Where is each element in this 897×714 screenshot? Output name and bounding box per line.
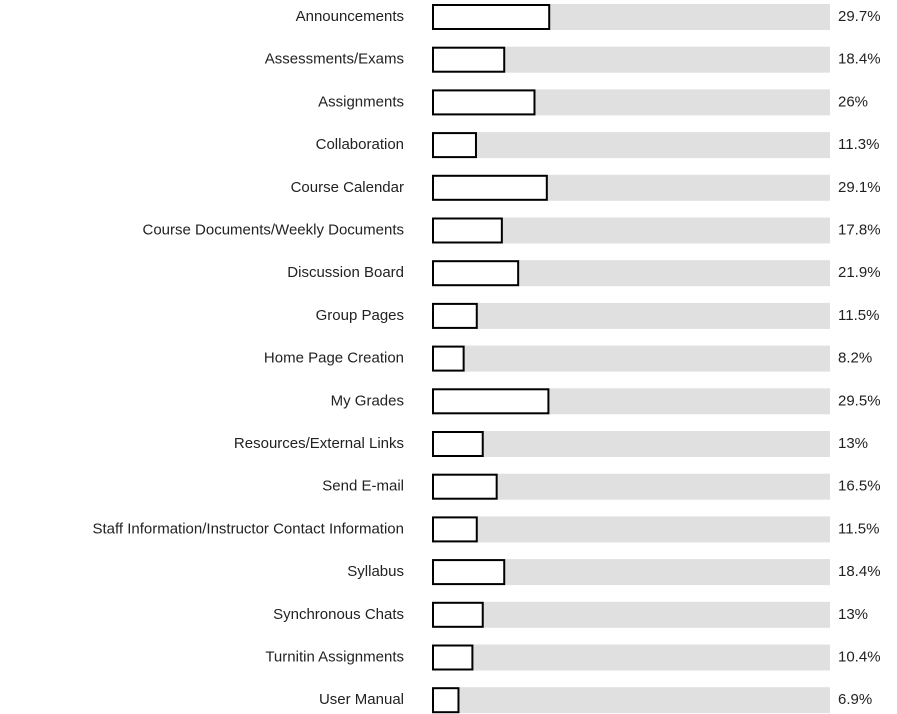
value-label: 13%	[838, 435, 868, 452]
track	[432, 601, 830, 628]
value-label: 29.7%	[838, 8, 881, 25]
value-label: 11.5%	[838, 520, 879, 537]
category-label: My Grades	[331, 392, 404, 409]
track	[432, 431, 830, 457]
category-label: Collaboration	[316, 136, 404, 153]
track	[432, 473, 830, 500]
value-label: 17.8%	[838, 221, 881, 238]
value-label: 11.3%	[838, 136, 879, 153]
bar	[432, 46, 506, 73]
bar	[432, 687, 460, 714]
track	[432, 302, 830, 329]
value-label: 29.5%	[838, 392, 881, 409]
value-label: 10.4%	[838, 648, 881, 665]
bar	[432, 132, 477, 159]
category-label: Send E-mail	[322, 478, 404, 495]
value-label: 16.5%	[838, 478, 881, 495]
track	[432, 687, 830, 714]
bar	[432, 431, 484, 457]
value-label: 8.2%	[838, 350, 872, 367]
category-label: Assessments/Exams	[265, 51, 404, 68]
value-label: 13%	[838, 606, 868, 623]
bar	[432, 217, 503, 244]
track	[432, 644, 830, 671]
bar	[432, 174, 548, 201]
track	[432, 345, 830, 372]
value-label: 11.5%	[838, 307, 879, 324]
category-label: Assignments	[318, 93, 404, 110]
bar	[432, 601, 484, 628]
category-label: Turnitin Assignments	[265, 648, 404, 665]
category-label: Resources/External Links	[234, 435, 404, 452]
bar	[432, 516, 478, 543]
category-label: Syllabus	[347, 563, 404, 580]
category-label: Announcements	[296, 8, 404, 25]
bar	[432, 4, 551, 30]
category-label: Synchronous Chats	[273, 606, 404, 623]
value-label: 18.4%	[838, 51, 881, 68]
category-label: Group Pages	[316, 307, 404, 324]
category-label: Discussion Board	[287, 264, 404, 281]
bar	[432, 345, 465, 372]
bar	[432, 388, 550, 415]
value-label: 18.4%	[838, 563, 881, 580]
track	[432, 516, 830, 543]
value-label: 6.9%	[838, 691, 872, 708]
category-label: Home Page Creation	[264, 350, 404, 367]
category-label: Staff Information/Instructor Contact Inf…	[92, 520, 404, 537]
bar	[432, 559, 506, 586]
value-label: 21.9%	[838, 264, 881, 281]
category-label: User Manual	[319, 691, 404, 708]
value-label: 26%	[838, 93, 868, 110]
category-label: Course Calendar	[291, 179, 404, 196]
category-label: Course Documents/Weekly Documents	[143, 221, 405, 238]
bar	[432, 302, 478, 329]
bar	[432, 644, 474, 671]
bar	[432, 260, 520, 287]
bar	[432, 473, 498, 500]
value-label: 29.1%	[838, 179, 881, 196]
track	[432, 132, 830, 159]
bar	[432, 89, 536, 116]
